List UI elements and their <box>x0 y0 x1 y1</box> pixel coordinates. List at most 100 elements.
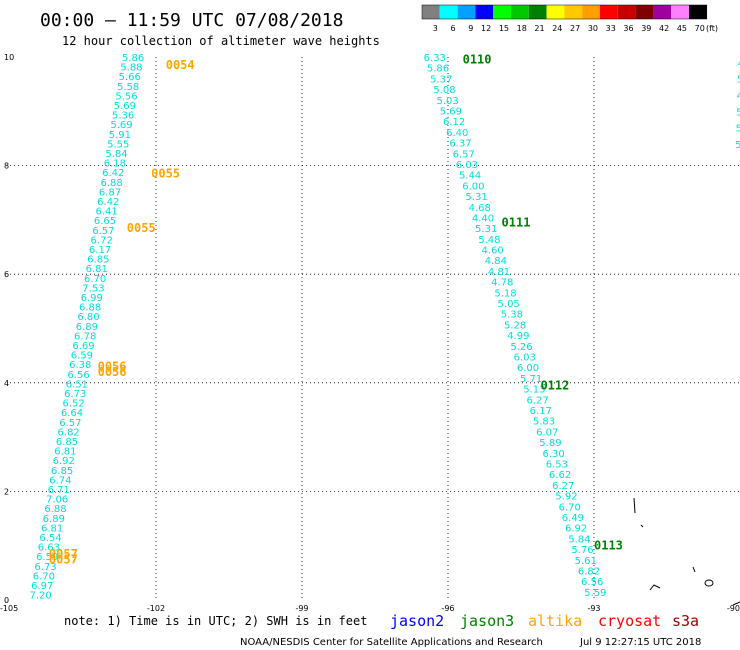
wave-height-value: 5. <box>736 107 740 118</box>
wave-height-value: 6.18 <box>104 159 126 170</box>
wave-height-value: 5.55 <box>107 139 129 150</box>
wave-height-value: 5.84 <box>568 534 590 545</box>
wave-height-value: 5.91 <box>109 130 131 141</box>
wave-height-value: 6.87 <box>99 187 121 198</box>
wave-height-value: 6.17 <box>530 406 552 417</box>
legend-frame <box>421 4 708 20</box>
wave-height-value: 6.42 <box>97 197 119 208</box>
wave-height-value: 7.53 <box>82 283 104 294</box>
wave-height-value: 6.74 <box>49 475 71 486</box>
wave-height-value: 6.73 <box>64 389 86 400</box>
wave-height-value: 6.89 <box>76 322 98 333</box>
pass-time-label: 0056 <box>98 360 127 374</box>
legend-label: 27 <box>570 24 580 33</box>
wave-height-value: 6.88 <box>44 504 66 515</box>
y-tick-label: 6 <box>4 270 9 279</box>
wave-height-value: 6.56 <box>581 577 603 588</box>
satellite-altika: altika <box>528 612 582 630</box>
wave-height-value: 7.20 <box>29 591 51 602</box>
wave-height-value: 6.88 <box>79 303 101 314</box>
wave-height-value: 6.03 <box>456 160 478 171</box>
legend-swatch <box>671 5 689 19</box>
wave-height-value: 6.70 <box>84 274 106 285</box>
wave-height-value: 6.40 <box>446 128 468 139</box>
wave-height-value: 6.99 <box>81 293 103 304</box>
legend-swatch <box>582 5 600 19</box>
wave-height-value: 6.54 <box>39 533 61 544</box>
legend-swatch <box>475 5 494 19</box>
legend-label: 3 <box>433 24 438 33</box>
wave-height-value: 6.71 <box>48 485 70 496</box>
y-tick-label: 8 <box>4 162 9 171</box>
wave-height-value: 6.03 <box>514 353 536 364</box>
wave-height-value: 5. <box>736 124 740 135</box>
wave-height-value: 5.37 <box>430 74 452 85</box>
legend-swatch <box>493 5 511 19</box>
legend-swatch <box>422 5 440 19</box>
plot-grid <box>10 57 740 600</box>
wave-height-value: 6.85 <box>51 466 73 477</box>
wave-height-value: 5.31 <box>475 224 497 235</box>
legend-label: 9 <box>468 24 473 33</box>
legend-label: 24 <box>552 24 562 33</box>
wave-height-value: 6.80 <box>77 312 99 323</box>
wave-height-value: 5.03 <box>437 96 459 107</box>
legend-swatch <box>600 5 618 19</box>
wave-height-value: 4.81 <box>488 267 510 278</box>
wave-height-value: 6.53 <box>546 459 568 470</box>
wave-height-value: 4.99 <box>507 331 529 342</box>
wave-height-value: 6.92 <box>565 524 587 535</box>
wave-height-value: 4.68 <box>469 203 491 214</box>
wave-height-value: 5.66 <box>119 72 141 83</box>
wave-height-value: 5.05 <box>498 299 520 310</box>
wave-height-value: 7.06 <box>46 495 68 506</box>
footer-credit: NOAA/NESDIS Center for Satellite Applica… <box>240 637 543 648</box>
legend-swatch <box>546 5 565 19</box>
pass-time-label: 0056 <box>98 365 127 379</box>
wave-height-value: 4.78 <box>491 278 513 289</box>
wave-height-value: 6.57 <box>92 226 114 237</box>
pass-time-label: 0057 <box>49 552 78 566</box>
wave-height-value: 6.17 <box>89 245 111 256</box>
y-tick-label: 4 <box>4 379 9 388</box>
wave-height-value: 6.82 <box>578 566 600 577</box>
wave-height-value: 6.89 <box>43 514 65 525</box>
pass-time-label: 0110 <box>463 53 492 67</box>
x-tick-label: -93 <box>587 604 600 613</box>
wave-height-value: 6.59 <box>71 351 93 362</box>
wave-height-value: 5.44 <box>459 171 481 182</box>
satellite-legend: jason2 jason3 altika cryosat s3a <box>390 612 699 630</box>
color-legend: 3 6 9 12 15 18 21 24 27 30 33 36 39 42 45 70 <box>421 4 708 33</box>
wave-height-value: 4.69 <box>738 58 740 69</box>
x-tick-label: -90 <box>727 604 740 613</box>
footer-note: note: 1) Time is in UTC; 2) SWH is in fe… <box>64 614 367 628</box>
pass-time-label: 0057 <box>49 547 78 561</box>
satellite-cryosat: cryosat <box>598 612 661 630</box>
satellite-s3a: s3a <box>672 612 699 630</box>
x-tick-label: -105 <box>0 604 18 613</box>
axis-ticks: -105 -102 -99 -96 -93 -90 0 2 4 6 8 10 <box>0 53 740 613</box>
pass-time-label: 0054 <box>166 58 195 72</box>
wave-height-value: 6.59 <box>36 552 58 563</box>
legend-swatch <box>653 5 672 19</box>
wave-height-value: 6.07 <box>536 427 558 438</box>
legend-unit: (ft) <box>706 24 718 33</box>
wave-height-value: 5.08 <box>433 85 455 96</box>
wave-height-value: 5.69 <box>114 101 136 112</box>
wave-height-value: 5.38 <box>501 310 523 321</box>
legend-label: 6 <box>451 24 456 33</box>
y-tick-label: 2 <box>4 487 9 496</box>
wave-height-value: 6.62 <box>549 470 571 481</box>
wave-height-value: 5.86 <box>427 64 449 75</box>
pass-time-label: 0112 <box>540 379 569 393</box>
pass-time-label: 0055 <box>127 221 156 235</box>
wave-height-value: 5.86 <box>122 53 144 64</box>
wave-height-value: 6.56 <box>67 370 89 381</box>
wave-height-value: 5.26 <box>510 342 532 353</box>
wave-height-value: 6.30 <box>543 449 565 460</box>
wave-height-value: 6.42 <box>102 168 124 179</box>
wave-height-value: 6.72 <box>91 235 113 246</box>
satellite-jason3: jason3 <box>460 612 514 630</box>
wave-height-value: 6.49 <box>562 513 584 524</box>
